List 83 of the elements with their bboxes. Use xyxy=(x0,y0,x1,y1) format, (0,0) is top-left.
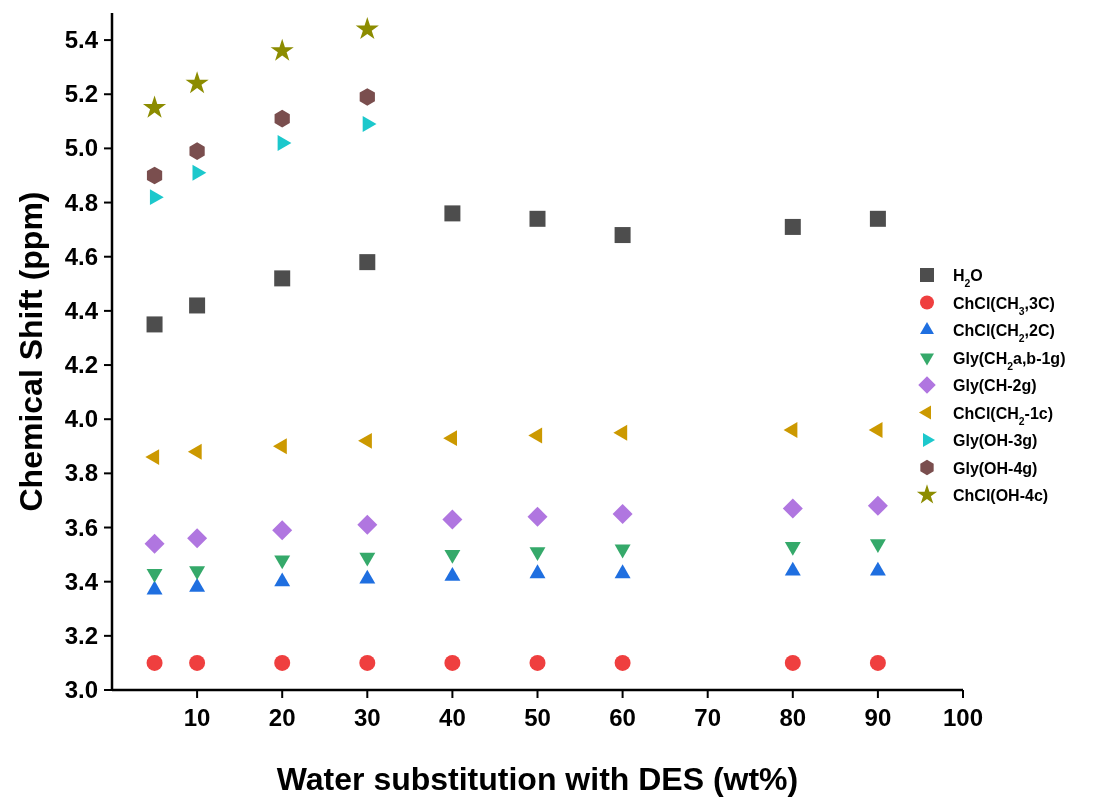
legend-label: ChCl(CH$_{3}$,3C) xyxy=(953,294,1055,316)
x-tick-label: 40 xyxy=(439,704,466,731)
y-tick-label: 4.8 xyxy=(64,188,98,216)
y-tick-label: 3.0 xyxy=(64,676,98,703)
point xyxy=(274,109,290,128)
point xyxy=(146,654,163,671)
point xyxy=(355,17,379,40)
x-tick-label: 100 xyxy=(942,704,984,731)
x-tick-label: 70 xyxy=(694,704,722,731)
point xyxy=(357,514,378,535)
y-tick-label: 4.2 xyxy=(64,351,98,379)
point xyxy=(868,422,883,438)
y-tick-label: 4.6 xyxy=(64,242,98,270)
point xyxy=(529,654,546,671)
x-tick-label: 80 xyxy=(779,704,807,731)
legend-label: Gly(CH-2g) xyxy=(953,377,1037,394)
y-axis-title: Chemical Shift (ppm) xyxy=(13,191,49,512)
legend-label: H$_{2}$O xyxy=(953,267,983,289)
point xyxy=(444,567,461,581)
x-axis-title: Water substitution with DES (wt%) xyxy=(276,761,799,797)
point xyxy=(444,205,461,222)
point xyxy=(784,561,801,576)
x-tick-label: 30 xyxy=(353,704,381,731)
point xyxy=(146,166,163,185)
x-tick-label: 50 xyxy=(524,704,551,731)
point xyxy=(272,520,293,541)
point xyxy=(869,561,886,576)
point xyxy=(869,654,886,671)
point xyxy=(274,572,291,587)
point xyxy=(189,654,206,671)
legend-label: ChCl(CH$_{2}$-1c) xyxy=(953,404,1053,426)
point xyxy=(189,142,205,160)
point xyxy=(185,71,209,94)
y-tick-label: 3.2 xyxy=(64,621,98,649)
point xyxy=(274,270,291,287)
x-tick-label: 90 xyxy=(864,704,892,731)
point xyxy=(782,498,803,519)
point xyxy=(359,88,375,106)
legend-label: Gly(CH$_{2}$a,b-1g) xyxy=(953,349,1066,371)
legend-label: Gly(OH-3g) xyxy=(953,432,1038,449)
point xyxy=(144,533,165,554)
y-tick-label: 4.0 xyxy=(64,405,98,433)
y-tick-label: 5.0 xyxy=(64,134,98,162)
y-tick-label: 4.4 xyxy=(64,296,99,324)
point xyxy=(359,254,376,271)
point xyxy=(189,297,206,314)
y-tick-label: 3.4 xyxy=(64,567,99,595)
point xyxy=(274,654,291,671)
point xyxy=(149,189,164,206)
x-tick-label: 60 xyxy=(609,704,636,731)
point xyxy=(187,528,208,549)
legend-label: ChCl(OH-4c) xyxy=(953,487,1049,504)
y-tick-label: 5.2 xyxy=(64,80,98,108)
y-tick-label: 5.4 xyxy=(64,26,99,54)
point xyxy=(442,509,463,530)
point xyxy=(444,654,461,671)
x-tick-label: 10 xyxy=(183,704,211,731)
point xyxy=(869,210,886,227)
point xyxy=(784,654,801,671)
point xyxy=(614,564,631,579)
point xyxy=(614,227,631,244)
y-tick-label: 3.8 xyxy=(64,459,98,487)
point xyxy=(867,495,888,516)
point xyxy=(359,654,376,671)
point xyxy=(529,564,546,579)
point xyxy=(142,95,167,118)
point xyxy=(612,503,633,524)
point xyxy=(529,210,546,227)
point xyxy=(270,38,294,61)
y-tick-label: 3.6 xyxy=(64,513,98,541)
legend-label: Gly(OH-4g) xyxy=(953,459,1038,477)
point xyxy=(613,424,628,441)
point xyxy=(528,427,543,444)
legend-label: ChCl(CH$_{2}$,2C) xyxy=(953,322,1055,344)
point xyxy=(189,577,206,592)
point xyxy=(527,506,548,527)
point xyxy=(783,422,798,438)
point xyxy=(614,654,631,671)
x-tick-label: 20 xyxy=(268,704,296,731)
point xyxy=(359,569,376,584)
point xyxy=(784,218,801,235)
point xyxy=(146,316,163,333)
point xyxy=(146,580,163,595)
